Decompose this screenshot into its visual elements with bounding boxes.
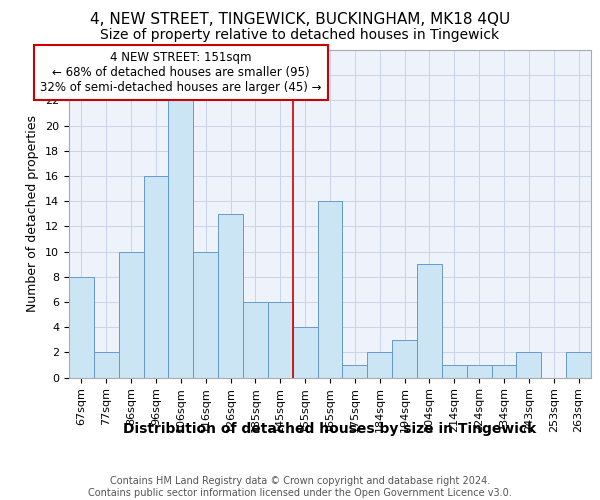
Bar [193, 252, 218, 378]
Bar [69, 276, 94, 378]
Text: 4, NEW STREET, TINGEWICK, BUCKINGHAM, MK18 4QU: 4, NEW STREET, TINGEWICK, BUCKINGHAM, MK… [90, 12, 510, 28]
Bar [343, 365, 367, 378]
Text: Contains HM Land Registry data © Crown copyright and database right 2024.
Contai: Contains HM Land Registry data © Crown c… [88, 476, 512, 498]
Bar [143, 176, 169, 378]
Bar [119, 252, 143, 378]
Bar [566, 352, 591, 378]
Bar [268, 302, 293, 378]
Bar [317, 201, 343, 378]
Bar [467, 365, 491, 378]
Bar [392, 340, 417, 378]
Bar [367, 352, 392, 378]
Text: 4 NEW STREET: 151sqm
← 68% of detached houses are smaller (95)
32% of semi-detac: 4 NEW STREET: 151sqm ← 68% of detached h… [40, 51, 322, 94]
Bar [218, 214, 243, 378]
Bar [442, 365, 467, 378]
Bar [293, 327, 317, 378]
Y-axis label: Number of detached properties: Number of detached properties [26, 116, 40, 312]
Bar [243, 302, 268, 378]
Bar [169, 100, 193, 378]
Text: Distribution of detached houses by size in Tingewick: Distribution of detached houses by size … [124, 422, 536, 436]
Bar [94, 352, 119, 378]
Bar [491, 365, 517, 378]
Bar [417, 264, 442, 378]
Text: Size of property relative to detached houses in Tingewick: Size of property relative to detached ho… [100, 28, 500, 42]
Bar [517, 352, 541, 378]
